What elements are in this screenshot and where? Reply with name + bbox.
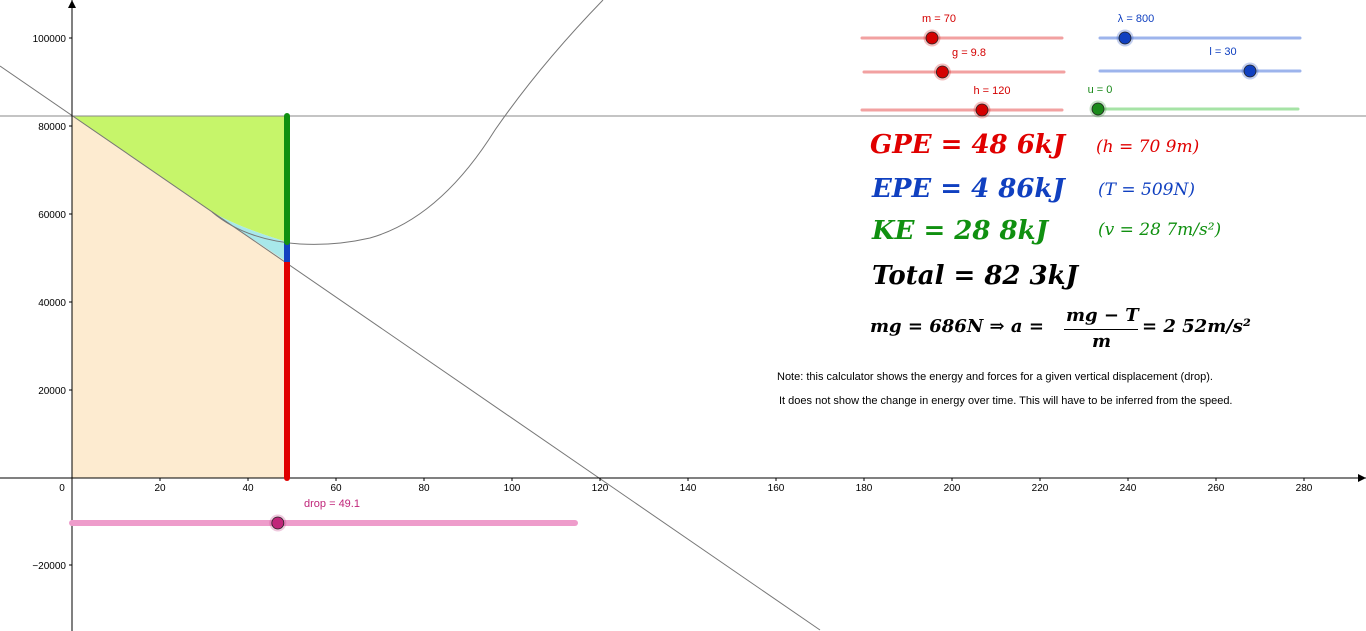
y-axis-arrow (68, 0, 76, 8)
gpe-height-note: (h = 70 9m) (1096, 137, 1200, 157)
slider-u-label: u = 0 (1088, 84, 1113, 96)
slider-g-label: g = 9.8 (952, 47, 986, 59)
slider-m-knob[interactable] (925, 31, 939, 45)
slider-drop-label: drop = 49.1 (304, 498, 360, 510)
epe-equation: EPE = 4 86kJ (872, 174, 1065, 204)
slider-h-label: h = 120 (973, 85, 1010, 97)
ke-velocity-note: (v = 28 7m/s²) (1098, 220, 1222, 240)
slider-lambda-knob[interactable] (1118, 31, 1132, 45)
x-tick-label: 40 (242, 483, 254, 494)
slider-m[interactable]: m = 70 (860, 13, 1064, 47)
slider-h-knob[interactable] (975, 103, 989, 117)
slider-l[interactable]: l = 30 (1098, 46, 1302, 80)
slider-m-label: m = 70 (922, 13, 956, 25)
y-tick-label: 20000 (38, 386, 66, 397)
y-tick-label: −20000 (32, 561, 66, 572)
slider-lambda-label: λ = 800 (1118, 13, 1154, 25)
x-tick-label: 120 (592, 483, 609, 494)
x-tick-label: 0 (59, 483, 65, 494)
x-tick-label: 180 (856, 483, 873, 494)
x-tick-label: 280 (1296, 483, 1313, 494)
x-axis-arrow (1358, 474, 1366, 482)
gpe-equation: GPE = 48 6kJ (870, 130, 1066, 160)
ke-equation: KE = 28 8kJ (872, 216, 1048, 246)
slider-drop-knob[interactable] (271, 516, 285, 530)
note-line-2: It does not show the change in energy ov… (779, 395, 1233, 407)
y-tick-label: 40000 (38, 298, 66, 309)
x-tick-label: 240 (1120, 483, 1137, 494)
y-tick-label: 60000 (38, 210, 66, 221)
x-tick-label: 220 (1032, 483, 1049, 494)
note-line-1: Note: this calculator shows the energy a… (777, 371, 1213, 383)
x-tick-label: 200 (944, 483, 961, 494)
force-equation-left: mg = 686N ⇒ a = (870, 316, 1044, 337)
slider-drop[interactable]: drop = 49.1 (69, 498, 578, 532)
slider-g-knob[interactable] (936, 65, 949, 79)
ke-region (72, 116, 287, 242)
x-tick-label: 100 (504, 483, 521, 494)
y-tick-label: 100000 (33, 34, 67, 45)
force-fraction-numerator: mg − T (1066, 305, 1139, 326)
y-tick-label: 80000 (38, 122, 66, 133)
slider-l-label: l = 30 (1209, 46, 1236, 58)
slider-g[interactable]: g = 9.8 (862, 47, 1066, 81)
epe-tension-note: (T = 509N) (1098, 180, 1195, 200)
total-energy-line (0, 65, 821, 631)
force-fraction-bar (1064, 329, 1138, 330)
x-tick-label: 20 (154, 483, 166, 494)
x-tick-label: 80 (418, 483, 430, 494)
force-equation-right: = 2 52m/s² (1142, 316, 1251, 337)
slider-l-knob[interactable] (1243, 64, 1257, 78)
gpe-region (72, 116, 287, 478)
slider-h[interactable]: h = 120 (860, 85, 1064, 119)
energy-curve (211, 0, 604, 245)
force-fraction-denominator: m (1092, 331, 1112, 352)
x-tick-label: 140 (680, 483, 697, 494)
slider-lambda[interactable]: λ = 800 (1098, 13, 1302, 47)
x-tick-label: 260 (1208, 483, 1225, 494)
total-equation: Total = 82 3kJ (872, 261, 1078, 291)
slider-u[interactable]: u = 0 (1088, 84, 1300, 118)
x-tick-label: 160 (768, 483, 785, 494)
x-tick-label: 60 (330, 483, 342, 494)
slider-u-knob[interactable] (1091, 102, 1105, 116)
